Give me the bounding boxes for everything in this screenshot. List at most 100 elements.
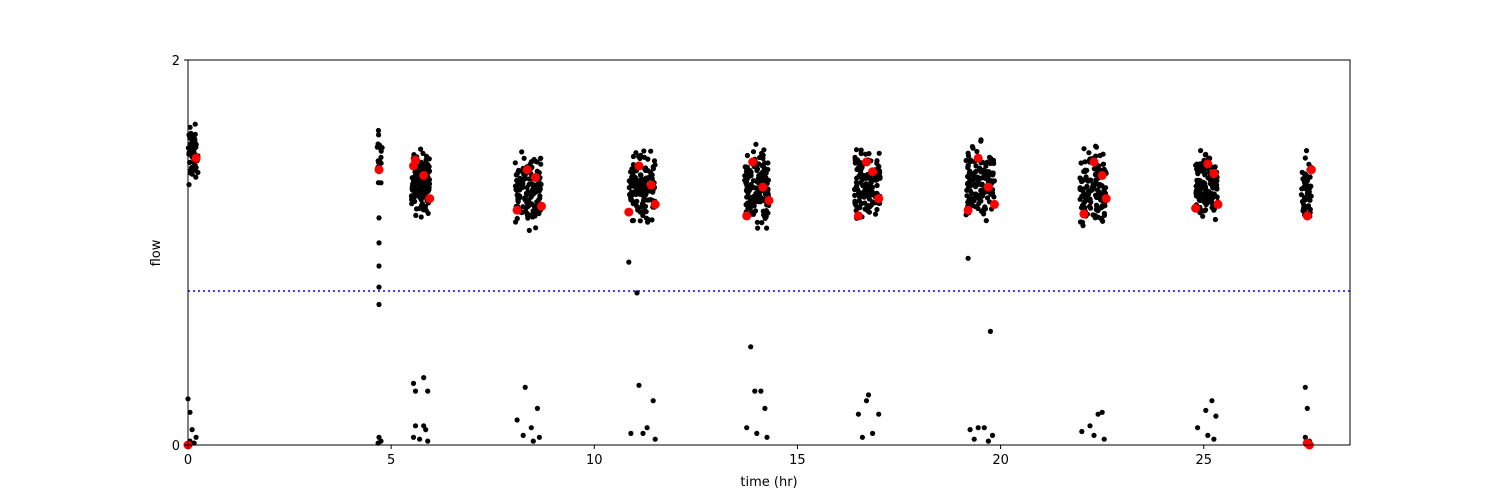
- data-point: [643, 165, 649, 171]
- data-point: [876, 150, 882, 156]
- data-point: [637, 218, 643, 224]
- data-point: [987, 328, 994, 334]
- data-point: [854, 183, 860, 189]
- data-point: [1209, 398, 1215, 404]
- data-point: [1196, 165, 1202, 171]
- data-point: [862, 157, 871, 167]
- data-point: [520, 204, 526, 210]
- data-point: [972, 204, 979, 210]
- x-tick-label: 0: [184, 453, 192, 468]
- data-point: [522, 195, 528, 201]
- data-point: [874, 182, 880, 189]
- data-point: [742, 211, 752, 221]
- data-point: [856, 159, 862, 165]
- data-point: [519, 149, 525, 155]
- data-point: [1103, 185, 1109, 191]
- data-point: [378, 154, 384, 160]
- data-point: [985, 438, 992, 444]
- data-point: [1300, 176, 1306, 182]
- data-point: [763, 174, 769, 181]
- data-point: [973, 168, 979, 174]
- data-point: [650, 166, 657, 172]
- data-point: [413, 212, 419, 218]
- data-point: [858, 171, 864, 177]
- data-point: [412, 423, 419, 429]
- data-point: [639, 192, 646, 198]
- data-point: [991, 194, 997, 200]
- data-point: [874, 206, 880, 213]
- data-point: [195, 169, 201, 176]
- data-point: [1205, 432, 1211, 438]
- data-point: [747, 170, 754, 176]
- data-point: [863, 181, 869, 187]
- data-point: [1213, 199, 1223, 209]
- data-point: [1091, 432, 1097, 438]
- data-point: [1101, 194, 1111, 204]
- data-point: [1212, 164, 1218, 170]
- data-point: [649, 172, 655, 178]
- data-point: [1089, 157, 1099, 167]
- data-point: [862, 190, 868, 196]
- data-point: [1195, 425, 1201, 431]
- data-point: [648, 148, 654, 154]
- data-point: [972, 181, 978, 187]
- data-point: [865, 392, 872, 398]
- data-point: [189, 171, 195, 177]
- data-point: [425, 388, 431, 394]
- data-point: [872, 211, 879, 217]
- data-point: [640, 212, 646, 219]
- data-point: [416, 163, 422, 169]
- data-point: [630, 201, 636, 207]
- data-point: [417, 187, 423, 193]
- data-point: [533, 225, 539, 231]
- data-point: [641, 208, 647, 214]
- data-point: [530, 208, 536, 214]
- data-point: [628, 197, 634, 203]
- data-point: [855, 411, 862, 417]
- data-point: [764, 196, 774, 205]
- data-point: [1197, 188, 1203, 194]
- data-point: [1307, 174, 1313, 180]
- data-point: [984, 195, 991, 201]
- data-point: [377, 142, 383, 148]
- data-point: [644, 425, 650, 431]
- data-point: [973, 153, 983, 163]
- data-point: [968, 197, 974, 203]
- data-point: [520, 432, 526, 438]
- data-point: [760, 208, 766, 214]
- data-point: [187, 409, 193, 415]
- data-point: [376, 301, 382, 308]
- data-point: [410, 380, 417, 386]
- data-point: [753, 196, 760, 202]
- data-point: [748, 184, 754, 190]
- data-point: [971, 436, 977, 442]
- data-point: [863, 398, 870, 404]
- data-point: [630, 183, 636, 189]
- data-point: [375, 127, 381, 134]
- data-point: [1194, 161, 1200, 167]
- data-point: [514, 187, 520, 193]
- data-point: [637, 209, 643, 215]
- data-point: [525, 203, 531, 209]
- data-point: [744, 183, 750, 189]
- data-point: [630, 153, 637, 160]
- data-point: [964, 193, 970, 199]
- data-point: [409, 175, 415, 181]
- data-point: [876, 163, 882, 170]
- data-point: [1304, 405, 1310, 411]
- data-point: [988, 178, 994, 184]
- data-point: [1086, 150, 1092, 156]
- data-point: [537, 195, 543, 201]
- data-point: [1091, 186, 1097, 192]
- data-point: [534, 159, 540, 165]
- data-point: [515, 199, 521, 205]
- data-point: [1302, 211, 1312, 221]
- data-point: [534, 168, 540, 174]
- data-point: [758, 388, 764, 394]
- data-point: [537, 201, 546, 211]
- data-point: [376, 284, 382, 290]
- data-point: [418, 146, 424, 152]
- data-point: [967, 168, 973, 174]
- data-point: [522, 165, 532, 175]
- data-point: [757, 154, 763, 161]
